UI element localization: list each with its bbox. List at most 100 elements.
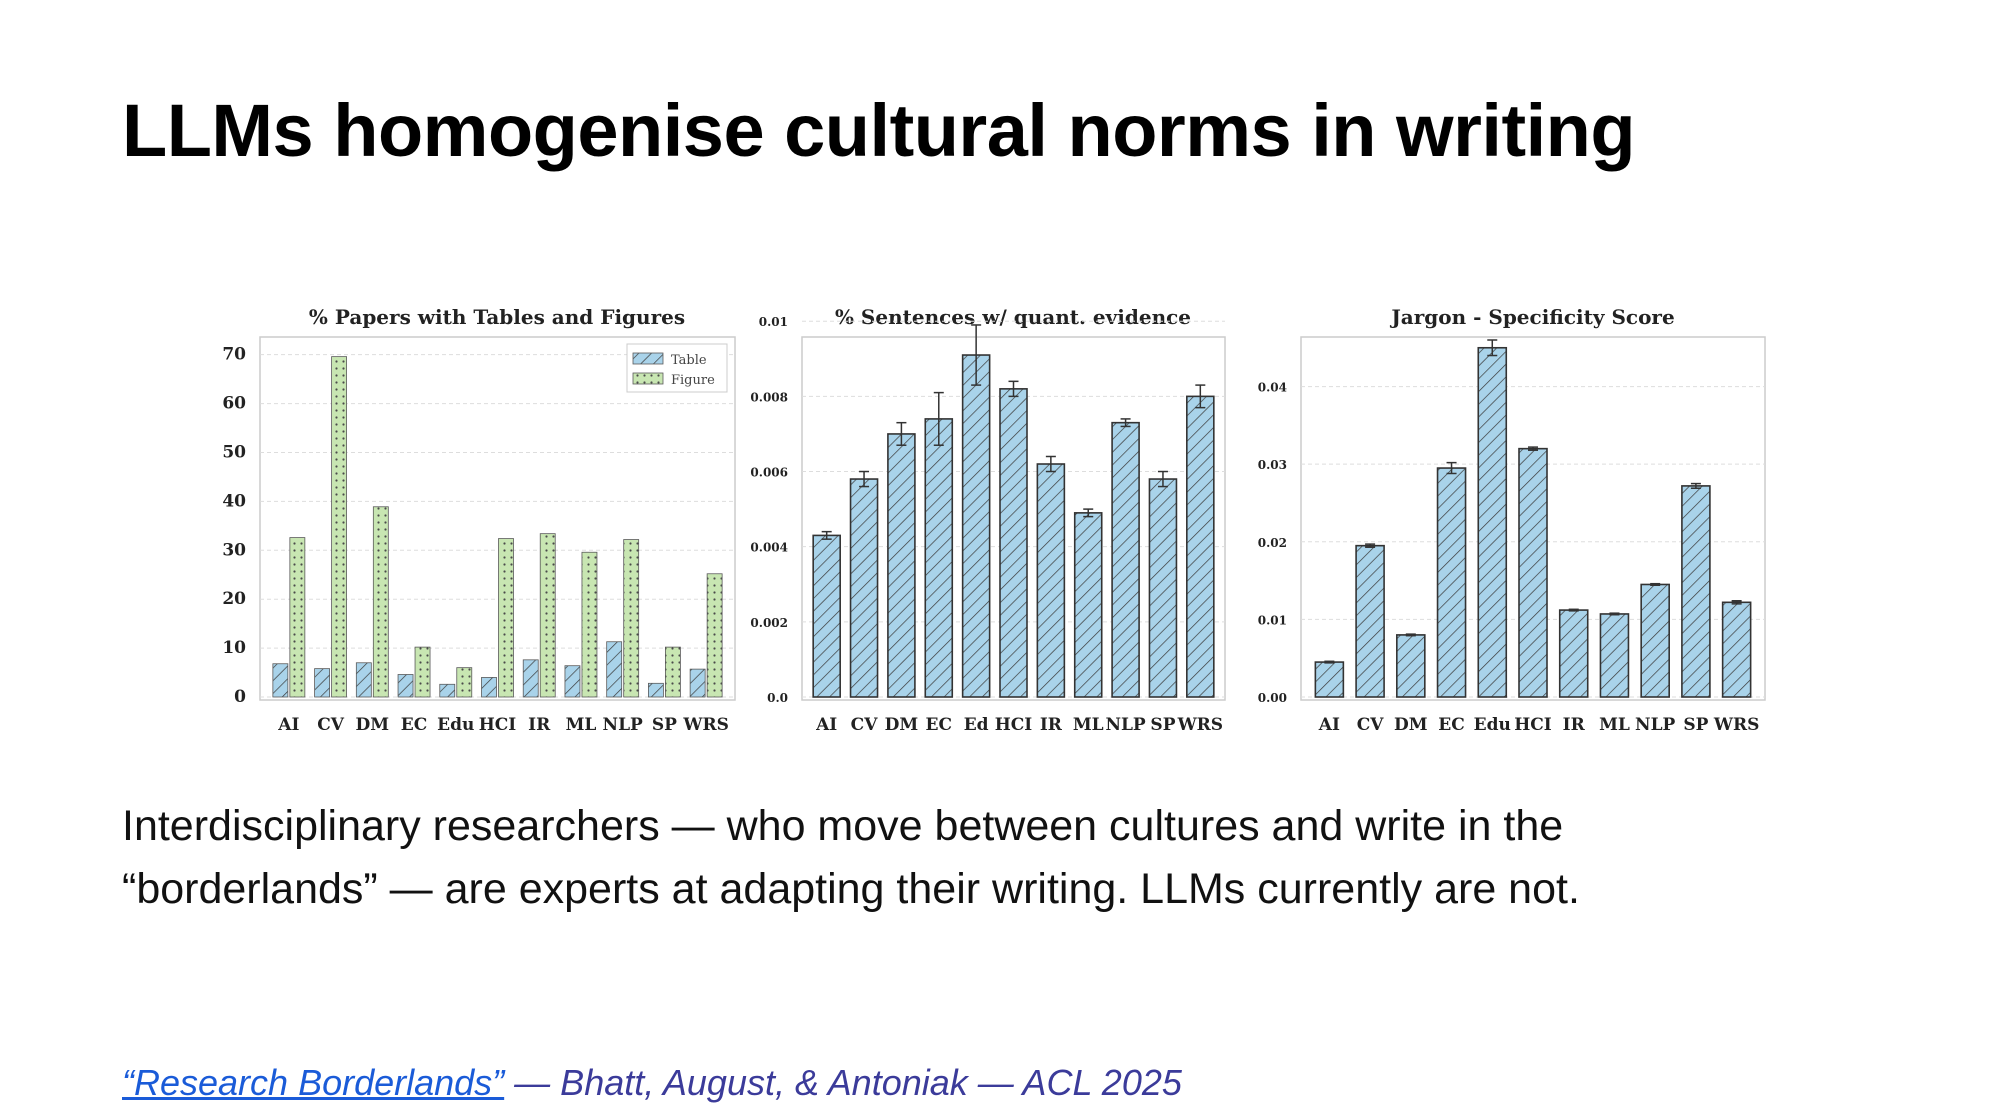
bar-table <box>564 665 581 698</box>
x-tick-label: ML <box>1599 715 1630 735</box>
y-tick-label: 0.008 <box>750 390 788 404</box>
x-tick-label: ML <box>1073 715 1104 735</box>
bar <box>1314 661 1345 698</box>
bar-table <box>522 659 539 698</box>
bar-figure <box>414 646 431 698</box>
x-tick-label: AI <box>1318 715 1340 735</box>
bar <box>1681 485 1711 698</box>
bar-table <box>481 677 497 698</box>
x-tick-label: Ed <box>964 715 989 735</box>
y-tick-label: 0.0 <box>767 691 788 705</box>
bar-figure <box>539 533 556 698</box>
y-tick-label: 0.002 <box>750 616 788 630</box>
body-text: Interdisciplinary researchers — who move… <box>122 795 1962 921</box>
bar-table <box>439 683 456 698</box>
x-tick-label: EC <box>926 715 953 735</box>
x-tick-label: WRS <box>682 715 729 735</box>
legend-label-table: Table <box>671 353 707 368</box>
bar-table <box>397 674 414 698</box>
x-tick-label: CV <box>851 715 879 735</box>
y-tick-label: 60 <box>222 394 246 414</box>
y-tick-label: 0.02 <box>1258 536 1287 550</box>
x-tick-label: DM <box>356 715 390 735</box>
bar-figure <box>665 646 681 698</box>
bar-figure <box>581 551 598 698</box>
bar-table <box>314 668 330 698</box>
bar <box>999 388 1028 698</box>
y-tick-label: 0 <box>234 687 246 707</box>
bar <box>1111 421 1140 698</box>
x-tick-label: WRS <box>1713 715 1760 735</box>
bar-charts-figure: % Papers with Tables and Figures 0 10 20 30 4… <box>222 305 1766 735</box>
bar-table <box>355 662 372 698</box>
bar <box>1558 609 1589 698</box>
bar-table <box>648 682 664 698</box>
bar <box>1518 447 1548 698</box>
bar <box>1148 478 1178 698</box>
legend-swatch-figure <box>632 372 664 385</box>
bar <box>1186 395 1215 698</box>
slide-title: LLMs homogenise cultural norms in writin… <box>122 89 1636 172</box>
y-tick-label: 30 <box>222 540 246 560</box>
bar <box>1436 467 1467 698</box>
bar <box>924 418 954 698</box>
x-tick-label: EC <box>1438 715 1465 735</box>
body-line-2: “borderlands” — are experts at adapting … <box>122 865 1580 913</box>
y-tick-label: 20 <box>222 589 246 609</box>
y-tick-label: 0.00 <box>1258 691 1287 705</box>
chart-title: % Papers with Tables and Figures <box>309 305 685 329</box>
legend-label-figure: Figure <box>671 373 715 388</box>
bar <box>1396 634 1426 698</box>
bar <box>961 354 991 698</box>
bar-table <box>606 641 623 698</box>
legend-box <box>626 343 728 393</box>
legend-swatch-table <box>632 352 664 365</box>
bar <box>812 534 841 698</box>
x-tick-label: SP <box>1150 715 1175 735</box>
chart-title: % Sentences w/ quant. evidence <box>835 305 1191 329</box>
x-tick-label: SP <box>1683 715 1708 735</box>
x-tick-label: NLP <box>603 715 643 735</box>
chart-title: Jargon - Specificity Score <box>1389 305 1674 329</box>
citation-link[interactable]: “Research Borderlands” <box>122 1062 505 1103</box>
bar <box>1073 512 1103 698</box>
x-tick-label: NLP <box>1105 715 1145 735</box>
bar <box>887 433 916 698</box>
x-tick-label: SP <box>652 715 677 735</box>
x-tick-label: ML <box>566 715 597 735</box>
y-tick-label: 0.03 <box>1258 458 1287 472</box>
x-tick-label: Edu <box>437 715 474 735</box>
bar-table <box>689 668 706 698</box>
bar <box>1721 601 1752 698</box>
x-tick-label: EC <box>401 715 428 735</box>
x-tick-label: NLP <box>1635 715 1675 735</box>
citation-authors: — Bhatt, August, & Antoniak — ACL 2025 <box>504 1062 1182 1103</box>
bar-figure <box>498 538 514 698</box>
citation: “Research Borderlands” — Bhatt, August, … <box>122 1062 1182 1104</box>
bar <box>1477 346 1508 698</box>
x-tick-label: DM <box>1394 715 1428 735</box>
y-tick-label: 40 <box>222 491 246 511</box>
y-tick-label: 0.004 <box>750 541 788 555</box>
bar-figure <box>289 537 306 698</box>
y-tick-label: 0.01 <box>759 315 788 329</box>
y-tick-label: 10 <box>222 638 246 658</box>
x-tick-label: CV <box>317 715 345 735</box>
x-tick-label: AI <box>277 715 299 735</box>
bar <box>1355 544 1385 698</box>
x-tick-label: HCI <box>479 715 517 735</box>
bar-figure <box>706 573 723 698</box>
x-tick-label: CV <box>1357 715 1385 735</box>
bar-figure <box>331 356 347 698</box>
x-tick-label: HCI <box>995 715 1033 735</box>
body-line-1: Interdisciplinary researchers — who move… <box>122 802 1564 850</box>
bar-figure <box>372 506 389 698</box>
x-tick-label: HCI <box>1514 715 1552 735</box>
x-tick-label: WRS <box>1177 715 1224 735</box>
x-tick-label: IR <box>528 715 551 735</box>
bar-figure <box>623 539 640 698</box>
bar <box>1599 613 1630 698</box>
bar <box>1036 463 1066 698</box>
bar <box>849 478 879 698</box>
x-tick-label: DM <box>885 715 919 735</box>
